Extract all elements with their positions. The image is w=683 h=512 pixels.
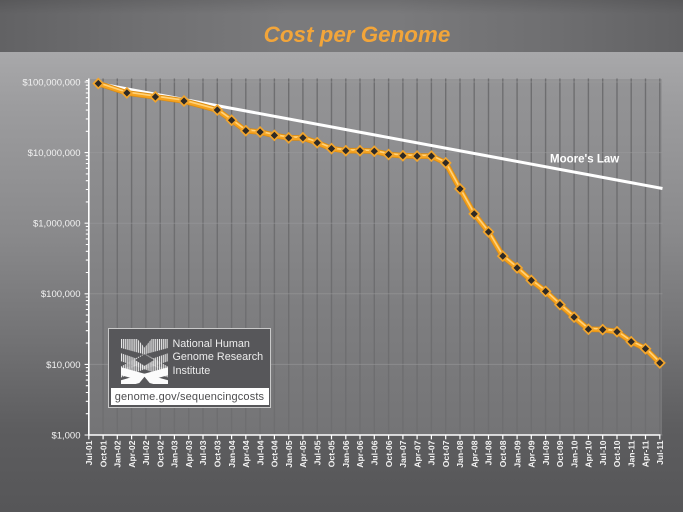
svg-text:Jan-05: Jan-05 [284, 440, 294, 467]
svg-text:Oct-07: Oct-07 [441, 440, 451, 467]
svg-text:Jan-07: Jan-07 [398, 440, 408, 467]
svg-text:Jan-11: Jan-11 [627, 440, 637, 467]
svg-text:Oct-03: Oct-03 [213, 440, 223, 467]
svg-text:Jul-01: Jul-01 [84, 440, 94, 465]
svg-text:Apr-09: Apr-09 [527, 440, 537, 467]
svg-text:Oct-10: Oct-10 [612, 440, 622, 467]
svg-text:Oct-02: Oct-02 [155, 440, 165, 467]
svg-text:Jan-06: Jan-06 [341, 440, 351, 467]
svg-text:Jul-02: Jul-02 [141, 440, 151, 465]
svg-text:Apr-05: Apr-05 [298, 440, 308, 467]
svg-text:Oct-05: Oct-05 [327, 440, 337, 467]
svg-text:Jul-06: Jul-06 [370, 440, 380, 465]
svg-text:Jul-09: Jul-09 [541, 440, 551, 465]
svg-text:$10,000,000: $10,000,000 [28, 148, 81, 159]
svg-text:Apr-06: Apr-06 [355, 440, 365, 467]
svg-text:Moore's Law: Moore's Law [550, 154, 619, 166]
svg-text:$1,000: $1,000 [51, 430, 80, 441]
svg-text:Apr-07: Apr-07 [412, 440, 422, 467]
svg-text:$100,000,000: $100,000,000 [22, 77, 80, 88]
svg-text:Jul-03: Jul-03 [198, 440, 208, 465]
svg-text:Apr-11: Apr-11 [641, 440, 651, 467]
svg-text:Oct-09: Oct-09 [555, 440, 565, 467]
svg-text:$10,000: $10,000 [46, 360, 80, 371]
svg-text:Jul-10: Jul-10 [598, 440, 608, 465]
svg-text:Jul-07: Jul-07 [427, 440, 437, 465]
svg-text:Jan-03: Jan-03 [170, 440, 180, 467]
svg-text:Jul-08: Jul-08 [484, 440, 494, 465]
svg-text:Jul-05: Jul-05 [312, 440, 322, 465]
svg-text:Jul-11: Jul-11 [655, 440, 665, 465]
svg-text:Jan-10: Jan-10 [569, 440, 579, 467]
svg-text:$100,000: $100,000 [41, 289, 81, 300]
svg-text:Jan-09: Jan-09 [512, 440, 522, 467]
svg-text:Apr-03: Apr-03 [184, 440, 194, 467]
svg-text:Apr-10: Apr-10 [584, 440, 594, 467]
svg-text:Apr-04: Apr-04 [241, 440, 251, 467]
svg-text:Oct-08: Oct-08 [498, 440, 508, 467]
svg-text:Jul-04: Jul-04 [255, 440, 265, 465]
svg-text:Oct-04: Oct-04 [270, 440, 280, 467]
svg-text:Apr-08: Apr-08 [469, 440, 479, 467]
svg-text:$1,000,000: $1,000,000 [33, 219, 81, 230]
svg-text:Oct-01: Oct-01 [98, 440, 108, 467]
svg-text:Jan-02: Jan-02 [113, 440, 123, 467]
svg-text:Oct-06: Oct-06 [384, 440, 394, 467]
svg-text:Jan-04: Jan-04 [227, 440, 237, 467]
svg-text:Jan-08: Jan-08 [455, 440, 465, 467]
svg-text:Apr-02: Apr-02 [127, 440, 137, 467]
